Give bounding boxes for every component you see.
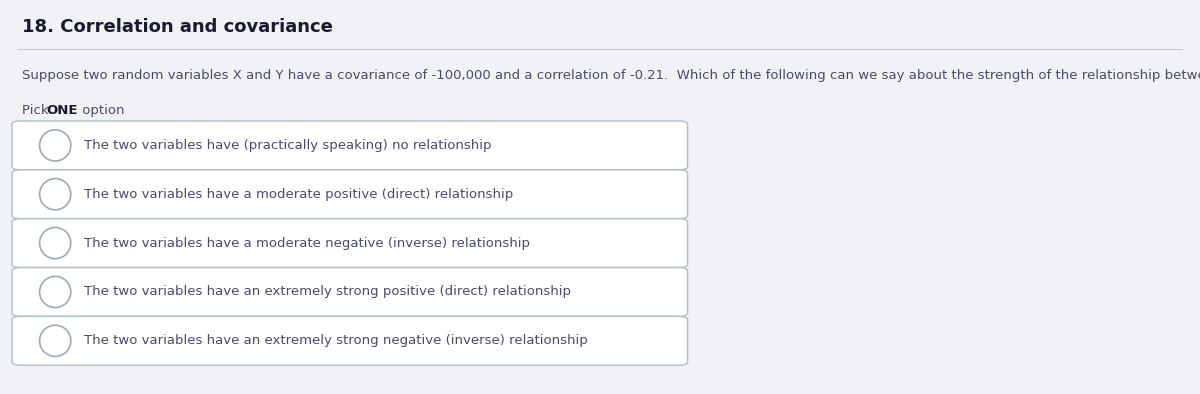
FancyBboxPatch shape <box>12 219 688 268</box>
Ellipse shape <box>40 325 71 357</box>
Ellipse shape <box>40 130 71 161</box>
Text: The two variables have an extremely strong positive (direct) relationship: The two variables have an extremely stro… <box>84 286 571 298</box>
FancyBboxPatch shape <box>12 121 688 170</box>
Ellipse shape <box>40 276 71 308</box>
Text: The two variables have an extremely strong negative (inverse) relationship: The two variables have an extremely stro… <box>84 335 588 347</box>
Text: ONE: ONE <box>47 104 78 117</box>
FancyBboxPatch shape <box>12 170 688 219</box>
FancyBboxPatch shape <box>12 268 688 316</box>
Text: The two variables have a moderate negative (inverse) relationship: The two variables have a moderate negati… <box>84 237 530 249</box>
Ellipse shape <box>40 178 71 210</box>
Text: Suppose two random variables X and Y have a covariance of -100,000 and a correla: Suppose two random variables X and Y hav… <box>22 69 1200 82</box>
Text: Pick: Pick <box>22 104 53 117</box>
Text: option: option <box>78 104 125 117</box>
FancyBboxPatch shape <box>12 316 688 365</box>
Text: 18. Correlation and covariance: 18. Correlation and covariance <box>22 18 332 36</box>
Ellipse shape <box>40 227 71 259</box>
Text: The two variables have (practically speaking) no relationship: The two variables have (practically spea… <box>84 139 492 152</box>
Text: The two variables have a moderate positive (direct) relationship: The two variables have a moderate positi… <box>84 188 514 201</box>
